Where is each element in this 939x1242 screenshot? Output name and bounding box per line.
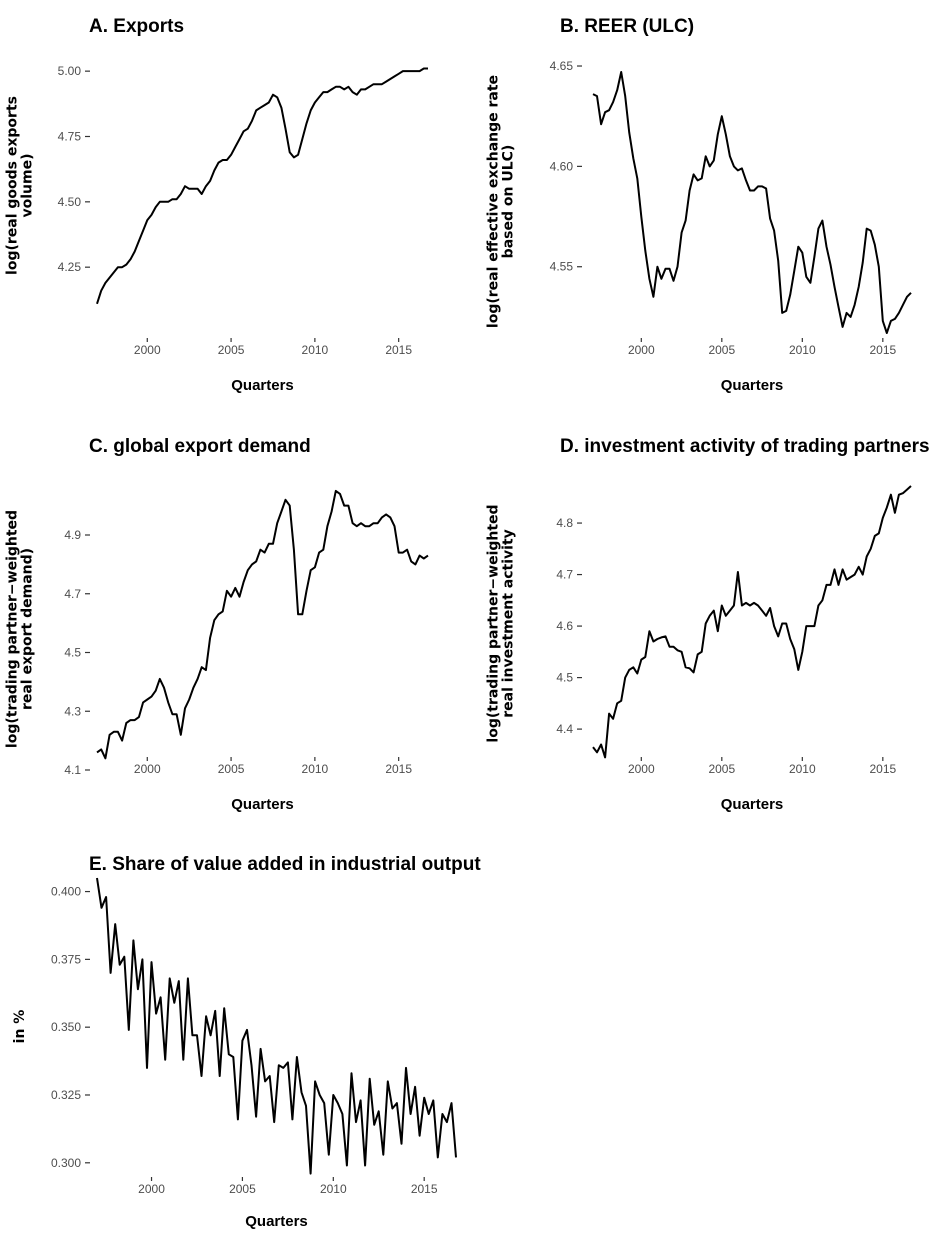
panel-a-xtick-label: 2015 <box>385 343 412 357</box>
panel-a-ytick-label: 4.75 <box>58 129 82 143</box>
panel-c-ytick-label: 4.7 <box>64 587 81 601</box>
panel-b-xlabel: Quarters <box>721 377 784 394</box>
panel-d-ytick-label: 4.6 <box>556 619 573 633</box>
panel-e-xtick-label: 2010 <box>320 1182 347 1196</box>
panel-c-ytick-label: 4.1 <box>64 763 81 777</box>
panel-c-ytick-label: 4.9 <box>64 528 81 542</box>
panel-a-xtick-label: 2000 <box>134 343 161 357</box>
panel-d-ylabel-line: log(trading partner−weighted <box>486 504 502 742</box>
panel-a-ylabel-line: log(real goods exports <box>5 96 21 275</box>
panel-a-xtick-label: 2010 <box>302 343 329 357</box>
panel-c-xtick-label: 2005 <box>218 762 245 776</box>
panel-c-xtick-label: 2000 <box>134 762 161 776</box>
panel-b-ytick-label: 4.55 <box>550 260 574 274</box>
panel-b-title: B. REER (ULC) <box>560 16 694 37</box>
panel-b-ytick-label: 4.60 <box>550 159 574 173</box>
panel-d-title: D. investment activity of trading partne… <box>560 436 930 457</box>
panel-e-series-line <box>96 877 457 1175</box>
panel-d-xtick-label: 2010 <box>789 762 816 776</box>
panel-b-xtick-label: 2005 <box>708 343 735 357</box>
panel-e-ytick-label: 0.350 <box>51 1020 81 1034</box>
panel-d-ytick-label: 4.4 <box>556 722 573 736</box>
panel-b-series-line <box>592 71 912 334</box>
panel-a-ytick-label: 4.50 <box>58 195 82 209</box>
panel-e-title: E. Share of value added in industrial ou… <box>89 854 481 875</box>
panel-b-ylabel-line: based on ULC) <box>501 145 517 259</box>
panel-d-ytick-label: 4.5 <box>556 671 573 685</box>
panel-c-ylabel-line: log(trading partner−weighted <box>5 510 21 748</box>
panel-d-ytick-label: 4.7 <box>556 568 573 582</box>
panel-a-ylabel-line: volume) <box>20 154 36 218</box>
panel-d-ytick-label: 4.8 <box>556 516 573 530</box>
panel-e-xtick-label: 2000 <box>138 1182 165 1196</box>
panel-c-ytick-label: 4.3 <box>64 704 81 718</box>
panel-a-ytick-label: 4.25 <box>58 260 82 274</box>
panel-b-ylabel-line: log(real effective exchange rate <box>486 75 502 328</box>
panel-c-series-line <box>96 489 429 760</box>
panel-e-ytick-label: 0.325 <box>51 1088 81 1102</box>
panel-a-xtick-label: 2005 <box>218 343 245 357</box>
panel-d-ylabel-line: real investment activity <box>501 529 517 718</box>
panel-b-xtick-label: 2010 <box>789 343 816 357</box>
panel-d-series-line <box>592 485 912 759</box>
panel-e-ytick-label: 0.375 <box>51 952 81 966</box>
panel-c-xtick-label: 2015 <box>385 762 412 776</box>
panel-d-xtick-label: 2015 <box>869 762 896 776</box>
panel-a-xlabel: Quarters <box>231 377 294 394</box>
panel-a-series-line <box>96 67 428 305</box>
panel-c-title: C. global export demand <box>89 436 311 457</box>
panel-d-xtick-label: 2000 <box>628 762 655 776</box>
panel-b-xtick-label: 2000 <box>628 343 655 357</box>
panel-c-ylabel-line: real export demand) <box>20 548 36 710</box>
panel-d-xlabel: Quarters <box>721 796 784 813</box>
panel-e-ytick-label: 0.400 <box>51 885 81 899</box>
panel-c-xlabel: Quarters <box>231 796 294 813</box>
panel-b-xtick-label: 2015 <box>869 343 896 357</box>
panel-e-xtick-label: 2005 <box>229 1182 256 1196</box>
panel-d-xtick-label: 2005 <box>708 762 735 776</box>
panel-a-title: A. Exports <box>89 16 184 37</box>
panel-b-ytick-label: 4.65 <box>550 59 574 73</box>
panel-e-xtick-label: 2015 <box>411 1182 438 1196</box>
panel-e-ylabel-line: in % <box>12 1010 28 1044</box>
panel-e-ytick-label: 0.300 <box>51 1156 81 1170</box>
panel-c-xtick-label: 2010 <box>302 762 329 776</box>
panel-a-ytick-label: 5.00 <box>58 64 82 78</box>
panel-c-ytick-label: 4.5 <box>64 646 81 660</box>
panel-e-xlabel: Quarters <box>245 1213 308 1230</box>
